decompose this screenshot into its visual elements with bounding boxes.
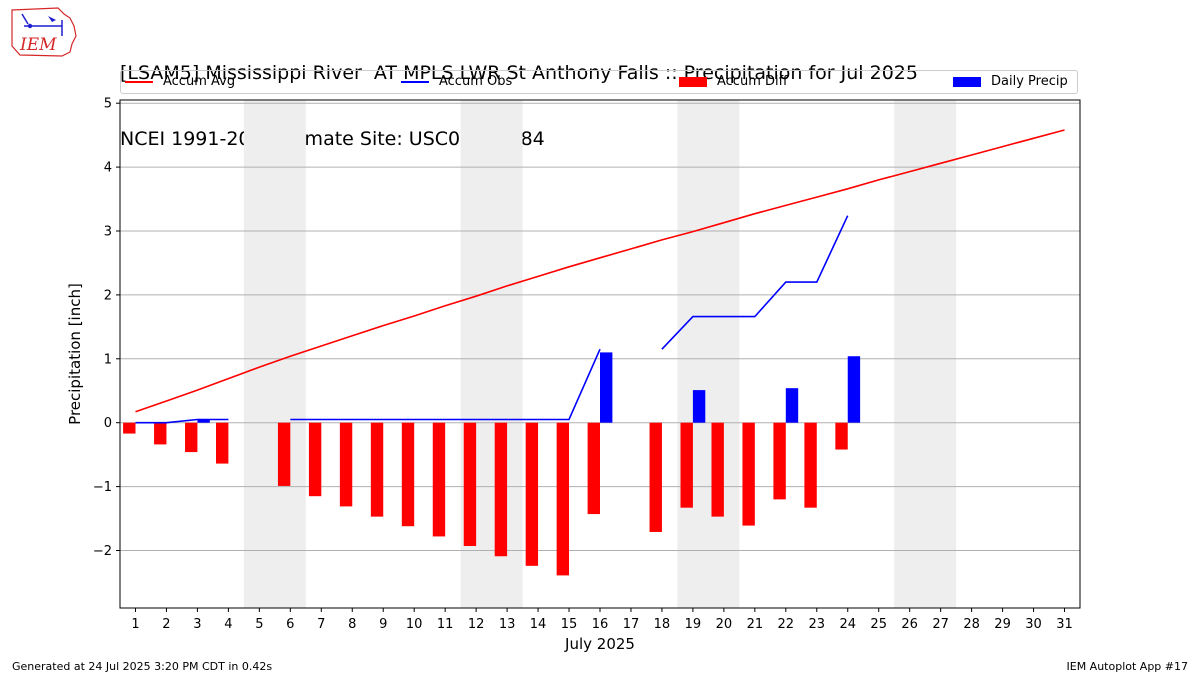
daily-precip-bar xyxy=(847,356,861,423)
accum-diff-bar xyxy=(556,422,570,576)
legend-label-accum-avg: Accum Avg xyxy=(163,74,236,89)
accum-obs-line xyxy=(290,348,601,421)
x-tick-label: 26 xyxy=(901,617,918,632)
accum-diff-bar xyxy=(463,422,477,547)
legend-label-accum-obs: Accum Obs xyxy=(439,74,513,89)
legend-item-accum-diff: Accum Diff xyxy=(679,74,788,90)
x-tick-label: 14 xyxy=(530,617,547,632)
accum-diff-bar xyxy=(432,422,446,537)
x-tick-label: 13 xyxy=(499,617,516,632)
x-tick-label: 27 xyxy=(932,617,949,632)
accum-diff-bar xyxy=(154,422,167,445)
y-tick-label: 1 xyxy=(104,352,112,367)
accum-diff-bar xyxy=(804,422,817,508)
daily-precip-bar xyxy=(692,390,706,423)
x-tick-label: 31 xyxy=(1056,617,1073,632)
x-tick-label: 15 xyxy=(561,617,578,632)
y-tick-label: 5 xyxy=(104,97,112,112)
accum-diff-bar xyxy=(277,422,291,486)
x-tick-label: 11 xyxy=(437,617,454,632)
accum-diff-bar xyxy=(185,422,198,453)
accum-diff-bar xyxy=(587,422,600,515)
x-tick-label: 8 xyxy=(348,617,356,632)
y-tick-label: 3 xyxy=(104,224,112,239)
x-tick-label: 29 xyxy=(994,617,1011,632)
accum-diff-bar xyxy=(773,422,786,500)
daily-precip-bar xyxy=(785,388,799,423)
x-tick-label: 21 xyxy=(747,617,764,632)
logo-text: IEM xyxy=(19,35,57,55)
legend-label-accum-diff: Accum Diff xyxy=(717,74,788,89)
accum-diff-bar xyxy=(525,422,539,566)
x-tick-label: 20 xyxy=(716,617,733,632)
x-tick-label: 4 xyxy=(224,617,232,632)
accum-diff-bar xyxy=(494,422,508,557)
weekend-band xyxy=(894,100,957,608)
accum-diff-bar xyxy=(649,422,662,532)
legend-item-daily-precip: Daily Precip xyxy=(953,74,1068,90)
accum-diff-bar xyxy=(680,422,693,508)
x-tick-label: 7 xyxy=(317,617,325,632)
y-axis-label: Precipitation [inch] xyxy=(66,283,84,425)
x-tick-label: 22 xyxy=(778,617,795,632)
y-tick-label: 4 xyxy=(104,161,112,176)
legend-item-accum-obs: Accum Obs xyxy=(401,74,512,90)
x-tick-label: 6 xyxy=(286,617,294,632)
accum-diff-bar xyxy=(742,422,755,526)
y-tick-label: 0 xyxy=(104,416,112,431)
daily-precip-bar xyxy=(600,352,613,423)
x-tick-label: 3 xyxy=(193,617,201,632)
x-tick-label: 23 xyxy=(809,617,826,632)
footer-generated: Generated at 24 Jul 2025 3:20 PM CDT in … xyxy=(12,660,273,673)
x-tick-label: 16 xyxy=(592,617,609,632)
accum-obs-line xyxy=(135,418,229,424)
accum-diff-bar xyxy=(123,422,136,434)
x-tick-label: 9 xyxy=(379,617,387,632)
x-tick-label: 2 xyxy=(162,617,170,632)
y-tick-label: −1 xyxy=(93,480,112,495)
accum-obs-line xyxy=(661,215,849,350)
accum-diff-bar xyxy=(370,422,384,517)
x-tick-label: 1 xyxy=(131,617,139,632)
legend-swatch-accum-diff xyxy=(679,76,707,87)
weekend-band xyxy=(677,100,740,608)
x-tick-label: 5 xyxy=(255,617,263,632)
x-tick-label: 17 xyxy=(623,617,640,632)
y-tick-label: −2 xyxy=(93,544,112,559)
accum-diff-bar xyxy=(339,422,353,507)
accum-diff-bar xyxy=(401,422,415,527)
legend-swatch-accum-avg xyxy=(125,80,153,83)
x-tick-label: 18 xyxy=(654,617,671,632)
accum-diff-bar xyxy=(835,422,848,450)
chart-title: [LSAM5] Mississippi River AT MPLS LWR St… xyxy=(120,62,918,84)
accum-diff-bar xyxy=(711,422,724,517)
legend-item-accum-avg: Accum Avg xyxy=(125,74,235,90)
x-tick-label: 12 xyxy=(468,617,485,632)
x-tick-label: 28 xyxy=(963,617,980,632)
legend-swatch-daily-precip xyxy=(953,76,981,87)
x-tick-label: 19 xyxy=(685,617,702,632)
x-tick-label: 25 xyxy=(870,617,887,632)
x-tick-label: 10 xyxy=(406,617,423,632)
iem-logo: IEM xyxy=(11,7,77,57)
legend-swatch-accum-obs xyxy=(401,80,429,83)
accum-diff-bar xyxy=(308,422,322,497)
y-tick-label: 2 xyxy=(104,288,112,303)
chart-legend: Accum Avg Accum Obs Accum Diff Daily Pre… xyxy=(120,70,1078,94)
daily-precip-bar xyxy=(197,419,210,423)
accum-diff-bar xyxy=(216,422,229,464)
footer-app: IEM Autoplot App #17 xyxy=(1066,660,1189,673)
accum-avg-line xyxy=(135,129,1065,413)
legend-label-daily-precip: Daily Precip xyxy=(991,74,1068,89)
x-axis-label: July 2025 xyxy=(564,635,635,653)
x-tick-label: 30 xyxy=(1025,617,1042,632)
x-tick-label: 24 xyxy=(839,617,856,632)
